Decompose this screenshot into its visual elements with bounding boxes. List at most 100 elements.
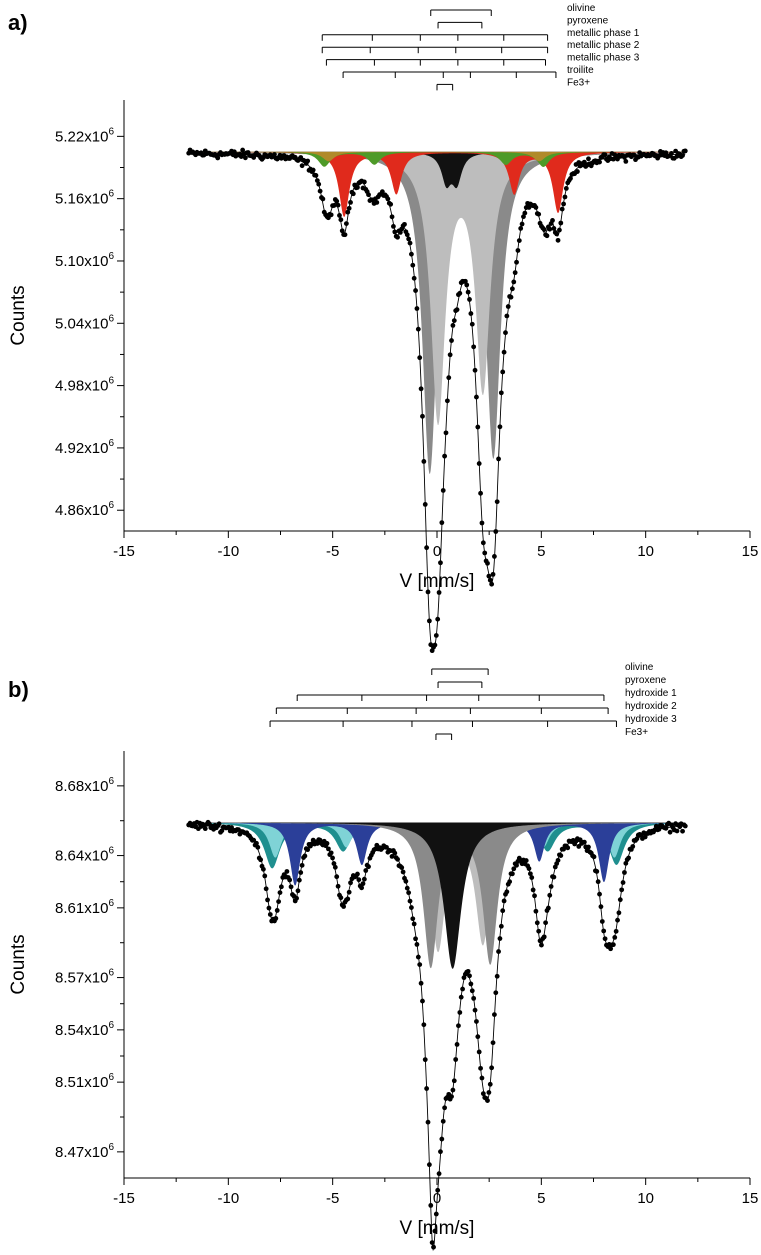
data-point: [667, 829, 673, 835]
data-point: [565, 845, 571, 851]
legend-label: pyroxene: [567, 15, 609, 26]
data-point: [299, 163, 305, 169]
data-point: [626, 855, 631, 861]
data-point: [406, 890, 412, 896]
data-point: [475, 1034, 481, 1040]
data-point: [403, 878, 409, 884]
data-point: [272, 152, 277, 157]
x-tick-label: 10: [637, 1190, 654, 1207]
data-point: [613, 928, 619, 934]
data-point: [324, 841, 330, 846]
data-point: [426, 618, 432, 624]
data-point: [500, 908, 506, 914]
data-point: [496, 456, 501, 462]
data-point: [486, 573, 492, 579]
data-point: [433, 1211, 439, 1217]
data-point: [320, 196, 326, 202]
legend-label: metallic phase 3: [567, 53, 640, 64]
data-point: [533, 908, 539, 914]
data-point: [331, 861, 337, 866]
data-point: [511, 866, 517, 872]
data-point: [550, 218, 555, 223]
data-point: [474, 394, 479, 400]
data-point: [471, 995, 477, 1001]
data-point: [475, 424, 481, 430]
data-point: [263, 886, 269, 892]
data-point: [594, 869, 600, 874]
data-point: [480, 540, 486, 546]
data-point: [328, 212, 334, 218]
data-point: [498, 923, 504, 929]
data-point: [487, 1081, 493, 1087]
data-point: [338, 895, 344, 901]
data-point: [562, 194, 568, 200]
data-point: [305, 847, 311, 853]
data-point: [446, 375, 452, 381]
x-axis-title: V [mm/s]: [400, 1218, 475, 1239]
data-point: [410, 916, 416, 922]
data-point: [338, 217, 344, 223]
data-point: [514, 259, 519, 265]
data-point: [503, 330, 508, 336]
data-point: [413, 288, 418, 293]
subspectrum-area: [188, 151, 686, 189]
data-point: [504, 313, 510, 319]
data-point: [554, 231, 560, 237]
data-point: [343, 221, 349, 227]
subspectrum-area: [188, 822, 686, 858]
data-point: [482, 550, 488, 556]
data-point: [421, 1022, 427, 1028]
chart-panel-a: a) -15 -10 -5 0 5 10 15 5.22x106 5.16x106 5.10x106…: [8, 3, 758, 654]
data-point: [294, 895, 299, 901]
data-point: [439, 520, 445, 526]
data-point: [610, 942, 616, 948]
data-point: [682, 148, 688, 154]
data-point: [240, 147, 246, 153]
data-point: [436, 1171, 442, 1177]
data-point: [361, 876, 367, 882]
x-tick-label: 5: [537, 543, 545, 560]
data-point: [555, 237, 561, 243]
data-point: [314, 841, 320, 846]
data-point: [497, 424, 503, 430]
data-point: [508, 294, 514, 300]
data-point: [428, 1203, 434, 1208]
legend-label: hydroxide 1: [625, 688, 677, 699]
data-point: [599, 919, 605, 924]
data-point: [389, 214, 395, 220]
data-point: [597, 891, 602, 897]
data-point: [663, 150, 669, 156]
x-tick-label: 10: [637, 543, 654, 560]
data-point: [342, 232, 348, 238]
data-point: [392, 850, 398, 856]
data-point: [558, 853, 564, 858]
y-tick-label: 8.47x106: [55, 1142, 114, 1161]
data-point: [414, 942, 420, 947]
data-point: [619, 887, 625, 893]
panel-label: a): [8, 10, 28, 35]
data-point: [420, 413, 425, 419]
subspectra: [188, 151, 686, 475]
data-point: [563, 186, 569, 191]
data-point: [276, 899, 282, 904]
data-point: [438, 560, 443, 566]
data-point: [501, 349, 507, 355]
data-point: [251, 837, 257, 843]
data-point: [501, 898, 507, 904]
data-point: [360, 881, 366, 887]
data-point: [299, 862, 305, 868]
data-point: [266, 905, 272, 911]
data-point: [316, 181, 322, 187]
panel-label: b): [8, 677, 29, 702]
data-point: [262, 873, 268, 879]
data-point: [295, 888, 301, 894]
data-point: [536, 928, 542, 934]
data-point: [478, 490, 483, 496]
y-tick-label: 5.04x106: [55, 313, 114, 332]
data-point: [561, 201, 566, 207]
y-tick-label: 4.92x106: [55, 438, 114, 457]
data-point: [474, 1019, 479, 1024]
data-point: [407, 240, 413, 246]
data-point: [522, 210, 528, 216]
data-point: [334, 874, 340, 880]
